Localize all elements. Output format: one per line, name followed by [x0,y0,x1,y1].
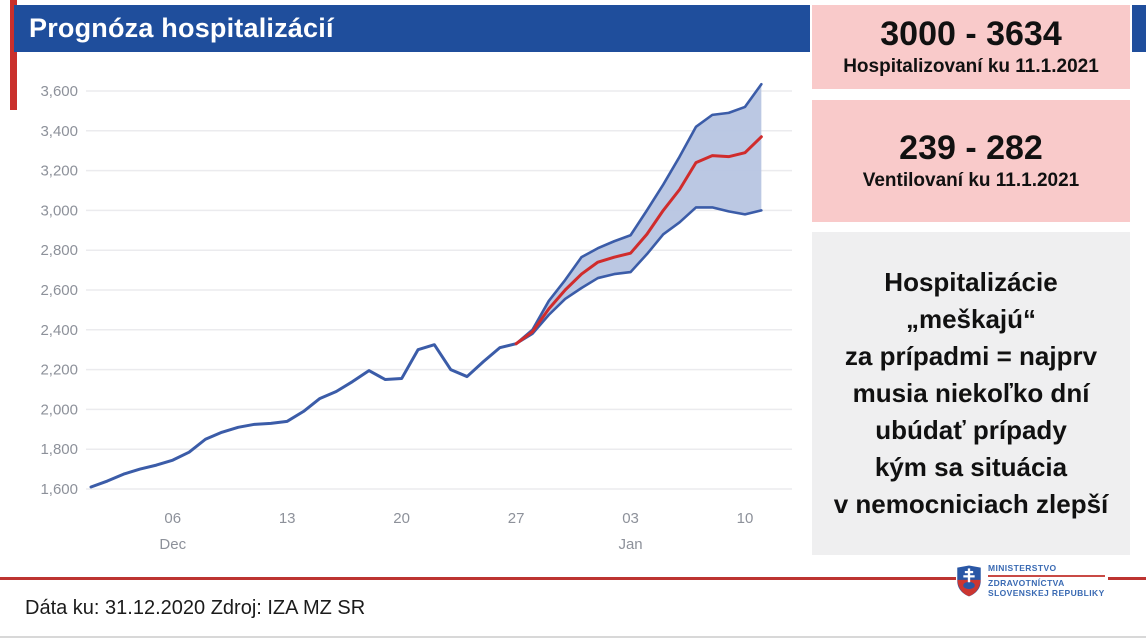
corner-accent-block [1132,5,1146,52]
svg-text:3,000: 3,000 [40,202,78,219]
svg-text:03: 03 [622,510,639,527]
ventilated-caption: Ventilovaní ku 11.1.2021 [862,169,1080,191]
note-line: kým sa situácia [874,452,1068,482]
title-bar: Prognóza hospitalizácií [14,5,810,52]
svg-text:10: 10 [737,510,754,527]
note-line: musia niekoľko dní [852,378,1090,408]
svg-text:27: 27 [508,510,525,527]
logo-line-2: ZDRAVOTNÍCTVA [988,577,1065,588]
svg-text:2,200: 2,200 [40,362,78,379]
svg-text:Jan: Jan [618,536,642,553]
logo-line-3: SLOVENSKEJ REPUBLIKY [988,588,1105,599]
slovak-coat-of-arms-icon [957,565,981,597]
red-accent-stripe [10,0,17,110]
ventilated-range: 239 - 282 [899,129,1043,168]
svg-text:2,400: 2,400 [40,322,78,339]
data-source-text: Dáta ku: 31.12.2020 Zdroj: IZA MZ SR [25,597,366,619]
hospitalized-range: 3000 - 3634 [880,15,1062,54]
logo-line-1: MINISTERSTVO [988,563,1057,574]
note-panel: Hospitalizácie „meškajú“ za prípadmi = n… [812,232,1130,555]
hospitalization-chart: 1,600 1,800 2,000 2,200 2,400 2,600 2,800 3,000… [40,82,792,553]
svg-text:Dec: Dec [159,536,186,553]
svg-text:2,800: 2,800 [40,242,78,259]
svg-text:06: 06 [164,510,181,527]
footer-divider-line [0,577,1146,580]
svg-text:3,400: 3,400 [40,123,78,140]
svg-text:3,600: 3,600 [40,83,78,100]
svg-text:1,800: 1,800 [40,441,78,458]
hospitalized-caption: Hospitalizovaní ku 11.1.2021 [843,55,1099,77]
stat-panel-hospitalized: 3000 - 3634 Hospitalizovaní ku 11.1.2021 [812,5,1130,89]
ministry-logo: MINISTERSTVO ZDRAVOTNÍCTVA SLOVENSKEJ RE… [956,556,1108,606]
note-line: za prípadmi = najprv [844,341,1098,371]
page-title: Prognóza hospitalizácií [29,13,334,43]
svg-text:13: 13 [279,510,296,527]
svg-text:2,000: 2,000 [40,401,78,418]
svg-text:20: 20 [393,510,410,527]
logo-red-rule [988,574,1105,577]
svg-text:2,600: 2,600 [40,282,78,299]
note-line: v nemocniciach zlepší [833,489,1109,519]
svg-text:3,200: 3,200 [40,163,78,180]
stat-panel-ventilated: 239 - 282 Ventilovaní ku 11.1.2021 [812,100,1130,222]
bottom-edge-line [0,636,1146,638]
svg-text:1,600: 1,600 [40,481,78,498]
ministry-logo-text: MINISTERSTVO ZDRAVOTNÍCTVA SLOVENSKEJ RE… [988,563,1105,599]
note-line: Hospitalizácie [884,267,1058,297]
note-line: „meškajú“ [905,304,1037,334]
note-line: ubúdať prípady [875,415,1067,445]
